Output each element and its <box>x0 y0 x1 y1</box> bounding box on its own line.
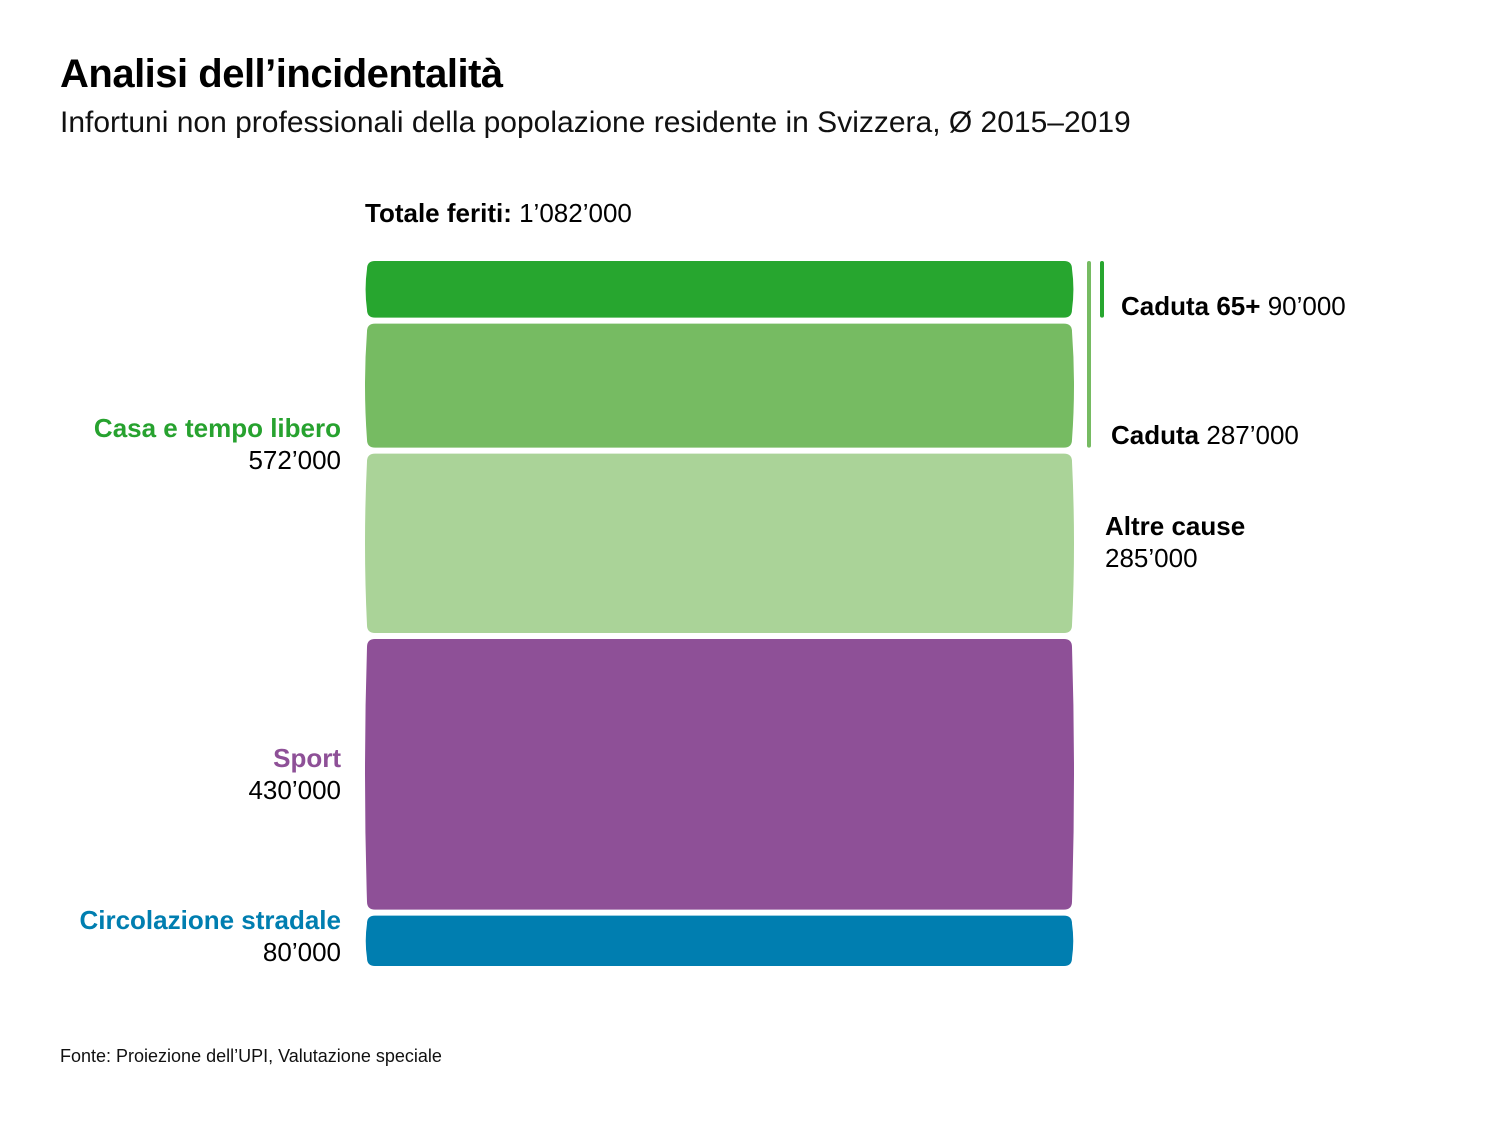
chart-title: Analisi dell’incidentalità <box>60 52 503 96</box>
label-sport: Sport 430’000 <box>248 742 341 806</box>
source-note: Fonte: Proiezione dell’UPI, Valutazione … <box>60 1046 442 1066</box>
label-sport-name: Sport <box>273 743 341 773</box>
label-casa-value: 572’000 <box>248 445 341 475</box>
total-label: Totale feriti: <box>365 198 512 228</box>
label-caduta-name: Caduta <box>1111 420 1200 450</box>
label-caduta65-value: 90’000 <box>1267 291 1346 321</box>
bar-segment-caduta <box>365 323 1074 448</box>
label-strada-name: Circolazione stradale <box>79 905 341 935</box>
label-altre: Altre cause 285’000 <box>1105 510 1245 574</box>
label-caduta-value: 287’000 <box>1206 420 1299 450</box>
total-value: 1’082’000 <box>519 198 632 228</box>
label-caduta65: Caduta 65+ 90’000 <box>1121 290 1346 322</box>
label-altre-value: 285’000 <box>1105 543 1198 573</box>
total-injured: Totale feriti: 1’082’000 <box>365 198 632 229</box>
chart-subtitle: Infortuni non professionali della popola… <box>60 106 1131 139</box>
label-altre-name: Altre cause <box>1105 511 1246 541</box>
label-casa-name: Casa e tempo libero <box>93 413 341 443</box>
bracket-caduta <box>1087 261 1091 448</box>
label-strada-value: 80’000 <box>262 937 341 967</box>
label-strada: Circolazione stradale 80’000 <box>79 904 341 968</box>
label-caduta: Caduta 287’000 <box>1111 419 1299 451</box>
bar-segment-caduta-65- <box>365 261 1074 318</box>
bar-segment-altre-cause <box>365 453 1074 634</box>
label-sport-value: 430’000 <box>248 775 341 805</box>
label-caduta65-name: Caduta 65+ <box>1121 291 1261 321</box>
bar-segment-sport <box>365 639 1074 910</box>
bar-segment-circolazione-stradale <box>365 915 1074 966</box>
label-casa: Casa e tempo libero 572’000 <box>94 412 341 476</box>
bracket-caduta-65 <box>1100 261 1104 318</box>
